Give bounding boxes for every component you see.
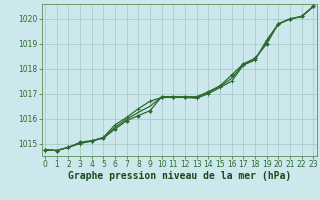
X-axis label: Graphe pression niveau de la mer (hPa): Graphe pression niveau de la mer (hPa) (68, 171, 291, 181)
